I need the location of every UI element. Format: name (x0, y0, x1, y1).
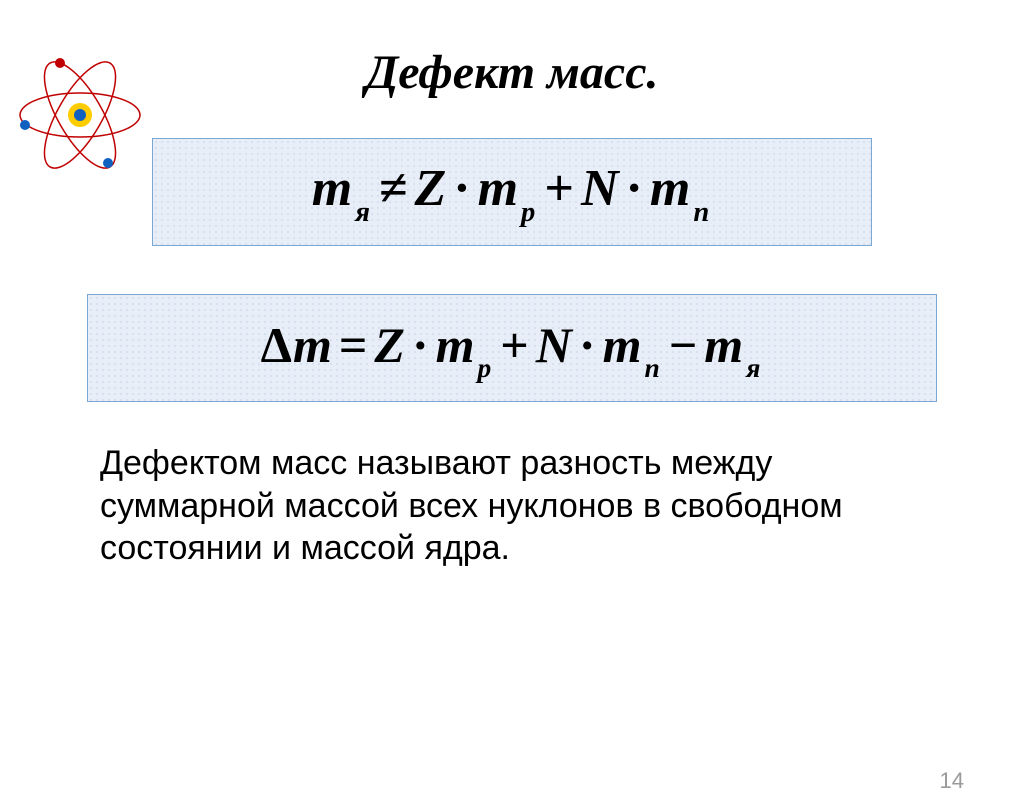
atom-icon (10, 55, 150, 175)
formula-box-1: mя≠Z·mp+N·mn (152, 138, 872, 246)
page-title: Дефект масс. (0, 45, 1024, 100)
page-number: 14 (940, 768, 964, 794)
formula-box-2: Δm=Z·mp+N·mn−mя (87, 294, 937, 402)
page-number-value: 14 (940, 768, 964, 793)
body-text: Дефектом масс называют разность между су… (100, 442, 954, 570)
formula-1: mя≠Z·mp+N·mn (312, 159, 713, 224)
formula-2: Δm=Z·mp+N·mn−mя (261, 316, 764, 380)
title-text: Дефект масс. (365, 46, 658, 99)
definition-text: Дефектом масс называют разность между су… (100, 444, 843, 567)
